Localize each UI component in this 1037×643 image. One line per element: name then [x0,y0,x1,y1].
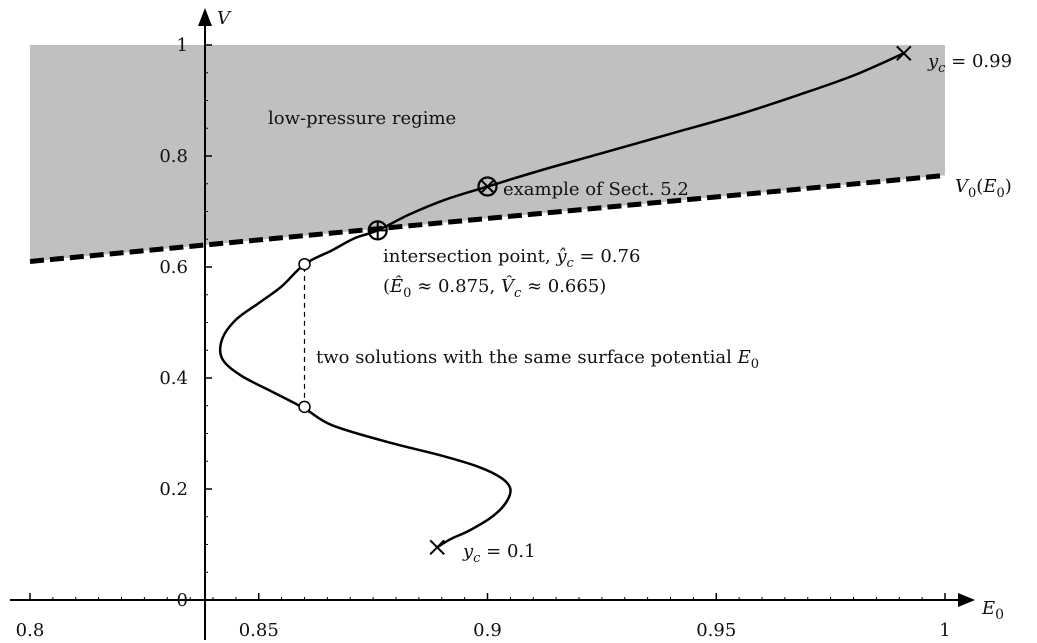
v0-dashed-line [29,172,946,264]
y-tick-label: 0.2 [159,479,188,500]
x-axis-arrow [958,593,975,607]
x-ticks: 0.8 0.85 0.9 0.95 1 [16,593,951,641]
x-axis-label: E0 [981,598,1004,623]
y-ticks: 0 0.2 0.4 0.6 0.8 1 [159,35,212,611]
x-tick-label: 0.95 [696,620,736,641]
y-tick-label: 0.8 [159,146,188,167]
yc-low-label: yc = 0.1 [462,541,536,566]
v0-label: V0(E0) [955,176,1012,201]
intersection-label-line1: intersection point, ŷc = 0.76 [383,246,640,271]
low-pressure-regime-label: low-pressure regime [268,108,456,129]
solution-curve [218,52,906,549]
x-tick-label: 0.8 [16,620,45,641]
marker-circle-plus [367,220,388,241]
marker-cross [429,539,445,555]
y-tick-label: 1 [177,35,188,56]
marker-circle [298,400,311,414]
markers [298,45,912,555]
marker-circle-times [477,176,498,197]
low-pressure-region [30,45,945,262]
marker-circle [298,257,311,271]
x-tick-label: 0.85 [239,620,279,641]
y-tick-label: 0.6 [159,257,188,278]
two-solutions-label: two solutions with the same surface pote… [316,347,759,372]
y-axis-arrow [198,8,212,26]
yc-high-label: yc = 0.99 [927,51,1012,76]
example-label: example of Sect. 5.2 [503,179,689,200]
marker-cross [896,45,912,62]
x-tick-label: 1 [939,620,950,641]
y-tick-label: 0.4 [159,368,188,389]
y-tick-label: 0 [177,590,188,611]
y-axis-label: V [217,8,232,29]
intersection-label-line2: (Ê0 ≈ 0.875, V̂c ≈ 0.665) [383,274,606,301]
x-tick-label: 0.9 [473,620,502,641]
